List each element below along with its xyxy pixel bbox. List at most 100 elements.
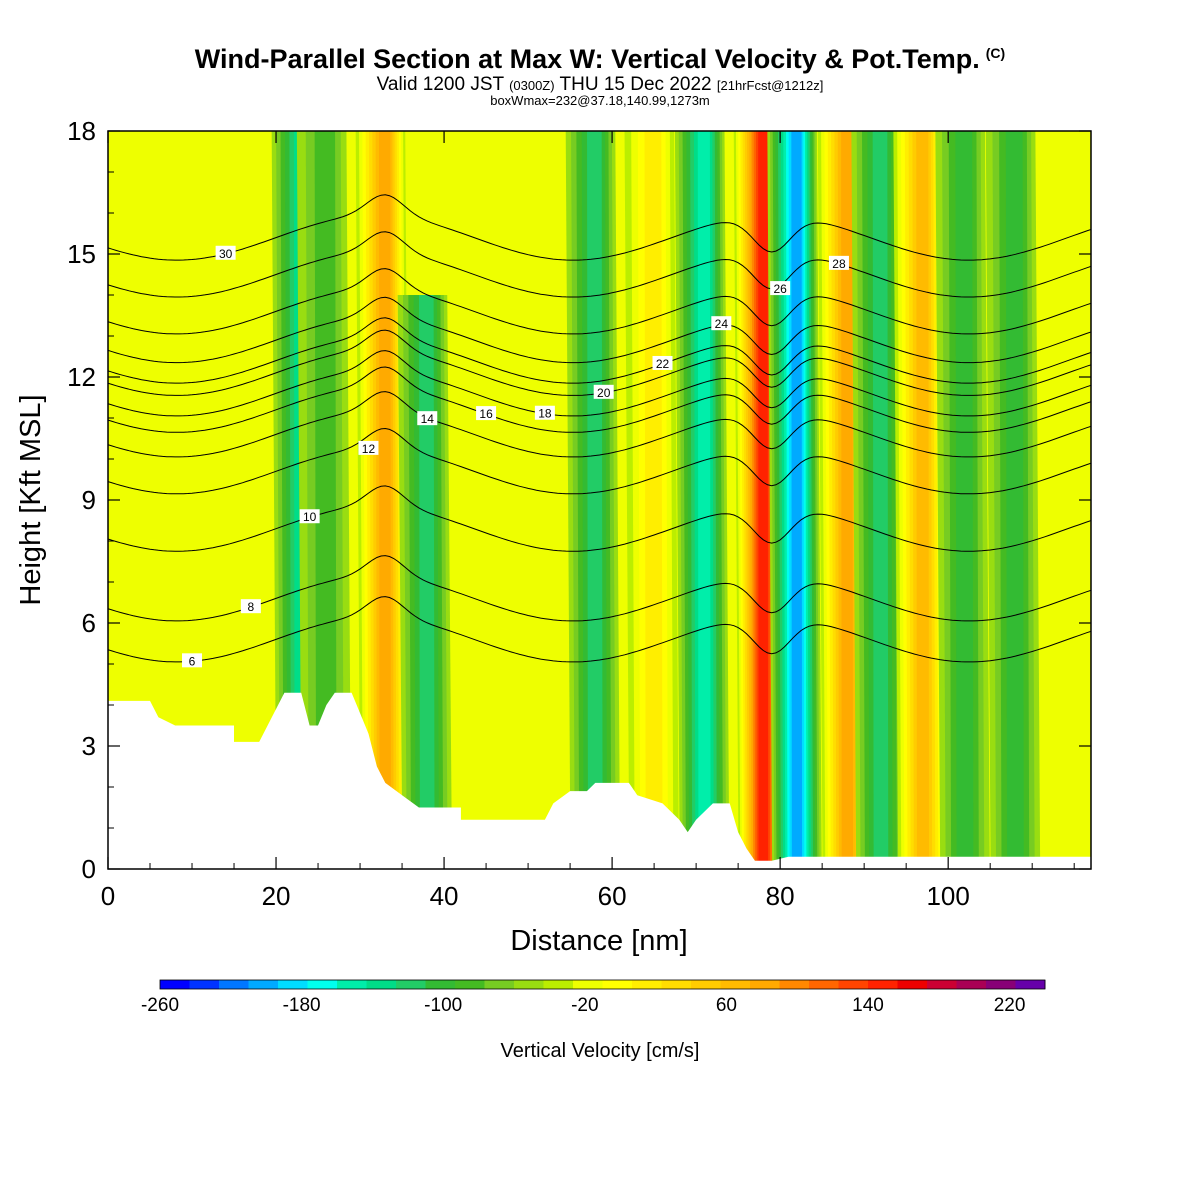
colorbar <box>159 979 1046 990</box>
colorbar-ticks: -260 -180 -100 -20 60 140 220 <box>141 995 1025 1016</box>
contour-label-bg <box>417 411 438 426</box>
colorbar-swatch <box>661 980 692 989</box>
contour-label-bg <box>534 405 555 420</box>
contour-label-bg <box>215 245 236 260</box>
x-tick-label: 40 <box>430 881 459 911</box>
colorbar-tick-label: -260 <box>141 995 179 1016</box>
theta-contour <box>108 555 1091 622</box>
colorbar-tick-label: -100 <box>424 995 462 1016</box>
valid-date: THU 15 Dec 2022 <box>559 74 712 95</box>
colorbar-swatch <box>779 980 810 989</box>
plot-area <box>108 131 1091 869</box>
contour-label: 24 <box>715 317 729 331</box>
contour-label-bg <box>593 384 614 399</box>
colorbar-swatch <box>337 980 367 989</box>
contour-label-bg <box>770 281 791 296</box>
theta-contour <box>108 296 1091 364</box>
contour-label: 8 <box>247 600 254 614</box>
contour-label-bg <box>299 509 320 524</box>
colorbar-swatch <box>189 980 220 989</box>
w-band <box>955 131 974 869</box>
w-band <box>697 131 711 869</box>
x-tick-label: 0 <box>101 881 115 911</box>
colorbar-swatch <box>602 980 633 989</box>
w-band <box>314 131 337 869</box>
colorbar-swatch <box>514 980 544 989</box>
w-band <box>872 131 889 869</box>
colorbar-tick-label: 140 <box>852 995 884 1016</box>
colorbar-tick-label: -180 <box>283 995 321 1016</box>
colorbar-swatch <box>425 980 456 989</box>
colorbar-swatch <box>691 980 721 989</box>
colorbar-swatch <box>396 980 426 989</box>
colorbar-swatch <box>278 980 308 989</box>
colorbar-label: Vertical Velocity [cm/s] <box>501 1040 700 1062</box>
contour-label: 22 <box>656 357 670 371</box>
theta-contour <box>108 596 1091 663</box>
colorbar-swatch <box>838 980 869 989</box>
contour-label: 16 <box>479 407 493 421</box>
potential-temperature-contours <box>108 194 1091 663</box>
colorbar-swatch <box>160 980 190 989</box>
colorbar-swatch <box>219 980 249 989</box>
contour-labels: 6 8 10 12 14 16 18 20 22 24 26 28 30 <box>182 245 849 668</box>
colorbar-swatch <box>750 980 780 989</box>
colorbar-swatch <box>1015 980 1046 989</box>
x-tick-label: 100 <box>926 881 969 911</box>
contour-label: 10 <box>303 510 317 524</box>
theta-contour <box>108 268 1091 335</box>
colorbar-swatch <box>868 980 898 989</box>
x-tick-label: 80 <box>766 881 795 911</box>
contour-label-bg <box>358 440 379 455</box>
contour-label: 18 <box>538 407 552 421</box>
w-band <box>644 131 663 869</box>
theta-contour <box>108 391 1091 458</box>
colorbar-swatch <box>484 980 515 989</box>
contour-label: 30 <box>219 247 233 261</box>
colorbar-swatch <box>573 980 603 989</box>
contour-label: 6 <box>189 654 196 668</box>
contour-label-bg <box>652 355 673 370</box>
theta-contour <box>108 366 1091 433</box>
contour-label: 14 <box>421 412 435 426</box>
x-axis-label: Distance [nm] <box>510 925 687 957</box>
colorbar-swatch <box>956 980 987 989</box>
contour-label-bg <box>240 599 261 614</box>
colorbar-swatch <box>897 980 928 989</box>
valid-time-line: Valid 1200 JST (0300Z) THU 15 Dec 2022 [… <box>0 74 1200 96</box>
y-tick-label: 6 <box>82 608 96 638</box>
colorbar-swatch <box>986 980 1016 989</box>
contour-label: 26 <box>773 282 787 296</box>
box-info: boxWmax=232@37.18,140.99,1273m <box>490 93 710 108</box>
w-band <box>1005 131 1024 869</box>
y-tick-label: 15 <box>67 239 96 269</box>
theta-contour <box>108 317 1091 384</box>
colorbar-swatch <box>809 980 839 989</box>
y-tick-label: 9 <box>82 485 96 515</box>
y-axis-label: Height [Kft MSL] <box>15 394 47 605</box>
colorbar-swatch <box>366 980 397 989</box>
y-tick-label: 3 <box>82 731 96 761</box>
chart-title: Wind-Parallel Section at Max W: Vertical… <box>0 44 1200 75</box>
contour-label: 12 <box>362 442 376 456</box>
x-axis: 0 20 40 60 80 100 <box>101 131 1075 911</box>
colorbar-swatch <box>632 980 662 989</box>
contour-label-bg <box>711 316 732 331</box>
forecast-info: [21hrFcst@1212z] <box>716 78 824 93</box>
y-tick-label: 0 <box>82 854 96 884</box>
contour-label-bg <box>828 255 849 270</box>
x-tick-label: 20 <box>262 881 291 911</box>
terrain-mask <box>108 692 1091 869</box>
valid-utc: (0300Z) <box>509 78 555 93</box>
chart-title-text: Wind-Parallel Section at Max W: Vertical… <box>194 44 980 74</box>
contour-label: 28 <box>832 257 846 271</box>
copyright-mark: (C) <box>985 45 1006 61</box>
colorbar-frame <box>159 979 1046 990</box>
valid-prefix: Valid 1200 JST <box>376 74 504 95</box>
colorbar-swatch <box>307 980 338 989</box>
w-band <box>758 131 769 869</box>
theta-contour <box>108 194 1091 261</box>
colorbar-swatch <box>543 980 574 989</box>
contour-label-bg <box>476 406 497 421</box>
